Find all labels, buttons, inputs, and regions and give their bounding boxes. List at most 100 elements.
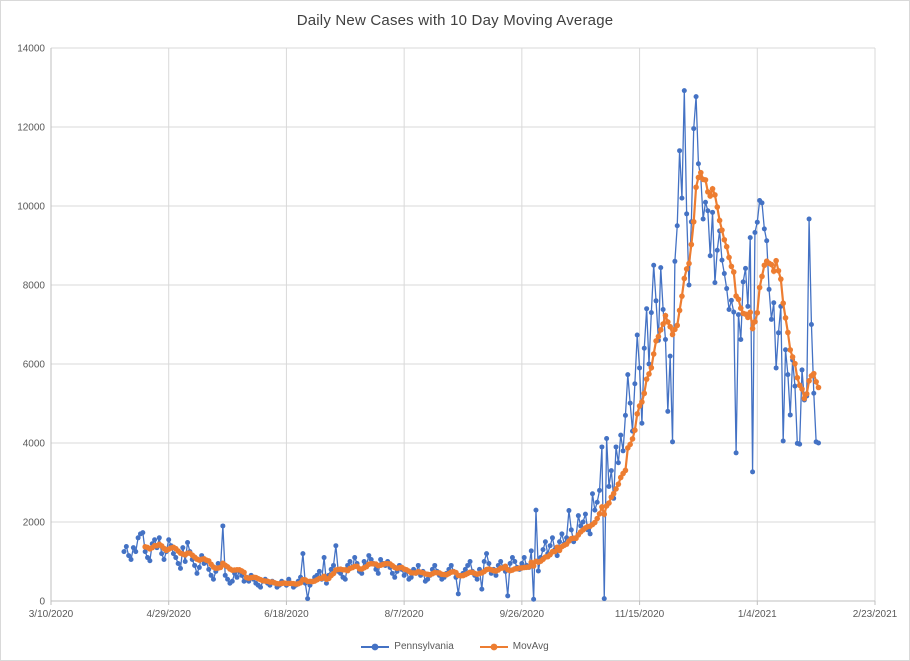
series-marker-movavg — [634, 411, 641, 417]
series-marker-pennsylvania — [811, 390, 817, 396]
series-marker-pennsylvania — [745, 303, 751, 309]
series-marker-pennsylvania — [130, 545, 136, 551]
series-marker-movavg — [683, 266, 690, 272]
legend-marker-pennsylvania — [361, 643, 390, 650]
series-marker-pennsylvania — [783, 347, 789, 353]
series-marker-pennsylvania — [316, 568, 322, 574]
series-marker-pennsylvania — [764, 238, 770, 244]
series-marker-pennsylvania — [323, 580, 329, 586]
series-marker-pennsylvania — [359, 570, 365, 576]
series-marker-pennsylvania — [672, 258, 678, 264]
series-marker-pennsylvania — [185, 540, 191, 546]
series-marker-pennsylvania — [208, 572, 214, 578]
x-tick-label: 2/23/2021 — [853, 609, 898, 620]
series-marker-movavg — [648, 364, 655, 371]
series-marker-pennsylvania — [448, 562, 454, 568]
series-marker-movavg — [610, 490, 617, 497]
series-marker-pennsylvania — [747, 235, 753, 241]
series-marker-pennsylvania — [712, 280, 718, 286]
series-marker-pennsylvania — [234, 574, 240, 580]
y-tick-label: 6000 — [23, 360, 46, 371]
series-marker-pennsylvania — [686, 282, 692, 288]
series-marker-movavg — [686, 260, 692, 267]
series-marker-pennsylvania — [206, 566, 212, 572]
series-marker-pennsylvania — [738, 337, 744, 343]
series-marker-pennsylvania — [710, 209, 716, 215]
series-marker-pennsylvania — [342, 576, 348, 582]
series-marker-pennsylvania — [615, 460, 621, 466]
series-marker-pennsylvania — [215, 560, 221, 566]
series-marker-movavg — [594, 515, 600, 522]
series-marker-movavg — [599, 504, 605, 510]
series-marker-pennsylvania — [540, 547, 546, 553]
series-marker-movavg — [792, 360, 798, 367]
series-marker-pennsylvania — [724, 286, 730, 292]
series-marker-pennsylvania — [512, 559, 518, 564]
series-marker-pennsylvania — [389, 570, 395, 576]
series-marker-pennsylvania — [637, 365, 643, 371]
series-marker-movavg — [660, 321, 666, 327]
series-marker-pennsylvania — [705, 208, 711, 214]
series-marker-pennsylvania — [465, 562, 471, 568]
series-marker-pennsylvania — [575, 513, 581, 519]
series-marker-movavg — [601, 511, 608, 517]
series-marker-pennsylvania — [392, 574, 398, 580]
series-marker-movavg — [719, 227, 725, 233]
series-marker-pennsylvania — [542, 539, 548, 545]
y-tick-label: 12000 — [17, 123, 45, 134]
series-marker-movavg — [622, 467, 629, 474]
series-marker-pennsylvania — [665, 408, 671, 414]
series-marker-movavg — [676, 307, 683, 314]
series-marker-pennsylvania — [126, 553, 132, 559]
series-marker-pennsylvania — [557, 539, 563, 545]
series-marker-pennsylvania — [509, 555, 515, 561]
series-marker-pennsylvania — [707, 253, 713, 259]
series-marker-movavg — [241, 569, 247, 576]
series-marker-pennsylvania — [731, 309, 737, 315]
series-marker-movavg — [730, 269, 737, 275]
series-marker-movavg — [785, 329, 791, 336]
series-marker-pennsylvania — [651, 262, 657, 268]
series-marker-movavg — [773, 257, 779, 264]
series-marker-movavg — [674, 322, 681, 329]
series-marker-pennsylvania — [662, 337, 668, 343]
series-marker-movavg — [695, 174, 702, 181]
series-marker-pennsylvania — [547, 543, 553, 549]
series-marker-movavg — [780, 300, 786, 307]
series-marker-pennsylvania — [785, 372, 791, 378]
series-marker-pennsylvania — [787, 412, 793, 418]
series-marker-pennsylvania — [773, 365, 779, 371]
series-marker-pennsylvania — [568, 527, 574, 533]
y-tick-label: 0 — [39, 597, 45, 608]
series-marker-pennsylvania — [192, 562, 198, 568]
series-marker-pennsylvania — [331, 562, 337, 568]
series-marker-pennsylvania — [133, 549, 139, 555]
series-marker-pennsylvania — [674, 223, 680, 229]
series-marker-pennsylvania — [670, 439, 676, 445]
chart-title: Daily New Cases with 10 Day Moving Avera… — [296, 12, 614, 29]
y-tick-label: 8000 — [23, 281, 46, 292]
series-marker-pennsylvania — [566, 508, 572, 514]
series-marker-pennsylvania — [305, 596, 311, 602]
series-marker-pennsylvania — [328, 566, 334, 572]
series-marker-movavg — [761, 262, 768, 269]
legend-label-pennsylvania: Pennsylvania — [394, 641, 454, 652]
series-marker-movavg — [702, 177, 709, 183]
series-marker-movavg — [667, 323, 673, 330]
series-marker-pennsylvania — [578, 523, 584, 529]
series-marker-pennsylvania — [156, 535, 162, 541]
series-marker-pennsylvania — [375, 570, 381, 576]
series-marker-pennsylvania — [147, 558, 153, 564]
series-marker-movavg — [726, 254, 732, 261]
series-marker-pennsylvania — [140, 530, 146, 536]
series-marker-movavg — [712, 192, 718, 198]
series-marker-pennsylvania — [521, 555, 527, 561]
series-marker-pennsylvania — [608, 468, 614, 474]
series-marker-pennsylvania — [180, 545, 186, 551]
series-marker-movavg — [799, 386, 805, 392]
series-marker-pennsylvania — [754, 219, 760, 225]
series-marker-pennsylvania — [121, 549, 127, 555]
series-marker-movavg — [662, 312, 669, 319]
legend-item-movavg: MovAvg — [479, 641, 549, 652]
